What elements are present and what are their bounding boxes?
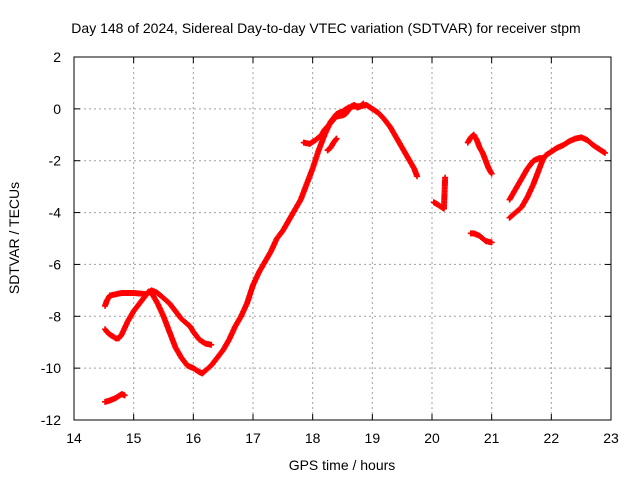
data-point: [360, 100, 367, 107]
data-point: [333, 135, 340, 142]
series-trace-c: [102, 391, 128, 405]
data-point: [539, 155, 546, 162]
x-tick-label: 16: [186, 430, 202, 446]
series-trace-f: [430, 174, 449, 212]
y-tick-label: -8: [49, 308, 62, 324]
data-point: [488, 170, 495, 177]
chart-title: Day 148 of 2024, Sidereal Day-to-day VTE…: [71, 20, 580, 36]
series-trace-b: [102, 101, 421, 377]
data-point: [359, 101, 366, 108]
series-trace-j: [506, 155, 546, 203]
x-tick-label: 20: [424, 430, 440, 446]
y-tick-label: 0: [53, 101, 61, 117]
x-tick-label: 17: [245, 430, 261, 446]
y-tick-label: -10: [41, 360, 61, 376]
series-trace-g: [464, 131, 495, 177]
data-point: [414, 173, 421, 180]
x-tick-label: 14: [66, 430, 82, 446]
x-tick-label: 21: [484, 430, 500, 446]
y-tick-label: 2: [53, 49, 61, 65]
series-trace-d: [300, 100, 367, 147]
series-trace-i: [506, 134, 609, 221]
y-axis-title: SDTVAR / TECUs: [6, 182, 22, 294]
data-point: [208, 341, 215, 348]
series-trace-e: [324, 135, 340, 154]
data-series: [102, 100, 609, 405]
x-tick-label: 15: [126, 430, 142, 446]
y-tick-label: -2: [49, 153, 62, 169]
plot-frame: [73, 56, 612, 421]
series-trace-h: [467, 230, 495, 246]
data-point: [488, 239, 495, 246]
data-point: [602, 149, 609, 156]
y-tick-label: -4: [49, 205, 62, 221]
x-axis-title: GPS time / hours: [289, 457, 396, 473]
y-tick-label: -12: [41, 412, 61, 428]
x-tick-label: 22: [544, 430, 560, 446]
data-point: [121, 392, 128, 399]
x-tick-label: 19: [365, 430, 381, 446]
y-tick-label: -6: [49, 256, 62, 272]
data-point: [442, 174, 449, 181]
x-tick-label: 23: [603, 430, 619, 446]
x-tick-label: 18: [305, 430, 321, 446]
grid-lines: [74, 57, 611, 420]
